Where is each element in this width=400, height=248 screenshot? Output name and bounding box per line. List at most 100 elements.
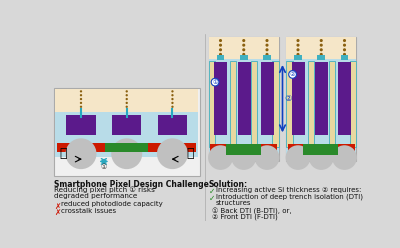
- Circle shape: [219, 44, 222, 47]
- Circle shape: [66, 138, 96, 169]
- Bar: [286, 37, 356, 59]
- Bar: [251, 61, 258, 147]
- Text: Reducing pixel pitch ① risks: Reducing pixel pitch ① risks: [54, 187, 155, 193]
- Text: Introduction of deep trench isolation (DTI): Introduction of deep trench isolation (D…: [216, 194, 363, 200]
- Text: ① Back DTI (B-DTI), or,: ① Back DTI (B-DTI), or,: [212, 208, 292, 215]
- Circle shape: [266, 44, 268, 47]
- Bar: [341, 55, 348, 60]
- Circle shape: [343, 53, 346, 56]
- Circle shape: [254, 145, 279, 170]
- Circle shape: [171, 106, 174, 108]
- Bar: [57, 143, 196, 152]
- Bar: [230, 61, 236, 147]
- Circle shape: [242, 39, 245, 42]
- Circle shape: [286, 145, 310, 170]
- Circle shape: [296, 53, 300, 56]
- Bar: [209, 59, 279, 161]
- Circle shape: [211, 78, 219, 86]
- Bar: [294, 55, 302, 60]
- Bar: [272, 61, 279, 147]
- Circle shape: [80, 90, 82, 93]
- Circle shape: [320, 48, 323, 51]
- Circle shape: [296, 39, 300, 42]
- Circle shape: [111, 138, 142, 169]
- Bar: [209, 37, 279, 161]
- Text: ②: ②: [285, 94, 292, 103]
- Circle shape: [266, 39, 268, 42]
- Circle shape: [289, 71, 296, 78]
- Bar: [315, 62, 328, 135]
- Circle shape: [296, 48, 300, 51]
- Bar: [308, 61, 314, 147]
- Bar: [158, 115, 187, 135]
- Circle shape: [343, 48, 346, 51]
- Circle shape: [219, 39, 222, 42]
- Bar: [217, 55, 224, 60]
- Circle shape: [242, 48, 245, 51]
- Text: degraded performance: degraded performance: [54, 193, 137, 199]
- Circle shape: [157, 138, 188, 169]
- Bar: [54, 88, 200, 176]
- Circle shape: [320, 53, 323, 56]
- Circle shape: [171, 102, 174, 104]
- Bar: [329, 61, 335, 147]
- Text: Smartphone Pixel Design Challenge:: Smartphone Pixel Design Challenge:: [54, 180, 212, 189]
- Circle shape: [231, 145, 256, 170]
- Bar: [214, 62, 228, 135]
- Circle shape: [171, 90, 174, 93]
- Circle shape: [343, 44, 346, 47]
- Circle shape: [208, 145, 233, 170]
- Text: ✗: ✗: [54, 201, 60, 211]
- Circle shape: [171, 98, 174, 100]
- Circle shape: [266, 53, 268, 56]
- Circle shape: [80, 102, 82, 104]
- Bar: [317, 55, 325, 60]
- Bar: [226, 144, 261, 155]
- Circle shape: [126, 106, 128, 108]
- Bar: [105, 143, 148, 152]
- Circle shape: [126, 90, 128, 93]
- Circle shape: [80, 98, 82, 100]
- Circle shape: [296, 44, 300, 47]
- Bar: [210, 144, 277, 155]
- Bar: [286, 61, 292, 147]
- Bar: [292, 62, 305, 135]
- Circle shape: [80, 106, 82, 108]
- Bar: [261, 62, 274, 135]
- Text: structures: structures: [216, 200, 251, 206]
- Bar: [304, 144, 338, 155]
- Bar: [56, 89, 198, 112]
- Text: 🏃: 🏃: [60, 147, 67, 160]
- Circle shape: [343, 39, 346, 42]
- Text: ①: ①: [100, 164, 106, 170]
- Bar: [56, 112, 198, 157]
- Text: ✓: ✓: [209, 187, 215, 196]
- Bar: [288, 144, 354, 155]
- Bar: [209, 61, 215, 147]
- Circle shape: [242, 44, 245, 47]
- Text: crosstalk issues: crosstalk issues: [61, 208, 116, 215]
- Bar: [240, 55, 248, 60]
- Circle shape: [266, 48, 268, 51]
- Text: ② Front DTI (F-DTI): ② Front DTI (F-DTI): [212, 214, 278, 220]
- Text: ②: ②: [290, 72, 295, 77]
- Circle shape: [242, 53, 245, 56]
- Bar: [286, 37, 356, 161]
- Circle shape: [320, 39, 323, 42]
- Circle shape: [171, 94, 174, 96]
- Circle shape: [80, 94, 82, 96]
- Bar: [263, 55, 271, 60]
- Text: ✓: ✓: [209, 194, 215, 203]
- Text: ✗: ✗: [54, 208, 60, 217]
- Bar: [350, 61, 356, 147]
- Circle shape: [320, 44, 323, 47]
- Circle shape: [126, 94, 128, 96]
- Bar: [238, 62, 251, 135]
- Circle shape: [219, 53, 222, 56]
- Text: Solution:: Solution:: [209, 180, 248, 189]
- Circle shape: [332, 145, 357, 170]
- Circle shape: [126, 102, 128, 104]
- Bar: [66, 115, 96, 135]
- Bar: [286, 59, 356, 161]
- Circle shape: [309, 145, 334, 170]
